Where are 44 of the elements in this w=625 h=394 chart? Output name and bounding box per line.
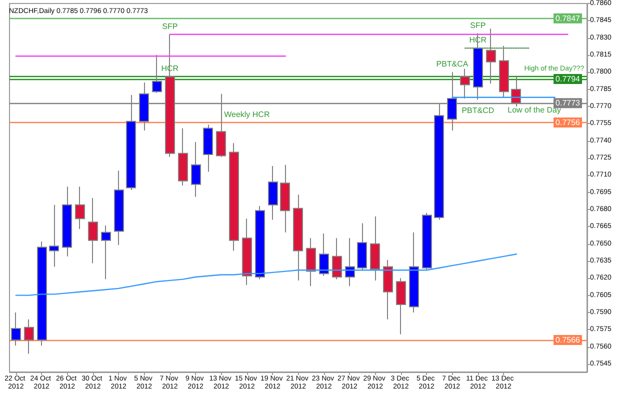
- candlestick: [191, 141, 201, 198]
- ref-line-label: 0.7773: [556, 98, 581, 108]
- ref-line-label: 0.7756: [556, 118, 581, 128]
- candlestick: [409, 232, 419, 313]
- candlestick: [268, 166, 278, 220]
- ref-line-label: 0.7566: [556, 335, 581, 344]
- candlestick: [486, 28, 496, 84]
- candlestick: [499, 45, 509, 98]
- candlestick: [229, 142, 239, 252]
- candlestick: [37, 241, 47, 346]
- candlestick: [280, 164, 290, 233]
- candlestick: [306, 238, 316, 287]
- candlestick: [178, 128, 188, 186]
- candlestick: [203, 124, 213, 172]
- candlestick: [460, 68, 470, 99]
- candlestick: [255, 206, 265, 280]
- ref-line-label: 0.7847: [556, 14, 581, 23]
- candlestick: [293, 194, 303, 281]
- ref-line-label: 0.7794: [556, 74, 581, 84]
- candlestick: [332, 238, 342, 280]
- line-series: [15, 254, 518, 296]
- candlestick: [396, 278, 406, 335]
- candlestick: [24, 318, 34, 354]
- candlestick: [345, 238, 355, 287]
- candlestick: [242, 218, 252, 286]
- candlestick: [152, 54, 162, 94]
- candlestick: [114, 170, 124, 246]
- annotation: Low of the Day: [508, 106, 562, 114]
- candlestick: [62, 186, 72, 257]
- annotation: PBT&CD: [462, 106, 494, 115]
- candlestick: [319, 233, 329, 276]
- annotation: PBT&CA: [436, 60, 469, 69]
- annotation: Weekly HCR: [224, 110, 270, 120]
- candlestick: [383, 259, 393, 320]
- candlestick: [75, 186, 85, 230]
- candlestick: [370, 216, 380, 281]
- candlestick: [422, 212, 432, 271]
- annotation: SFP: [470, 20, 486, 30]
- candlestick: [88, 198, 98, 264]
- candlestick: [49, 204, 59, 268]
- annotation: SFP: [162, 22, 178, 31]
- candlestick: [357, 222, 367, 271]
- candlestick: [101, 225, 111, 280]
- candlestick: [11, 312, 21, 346]
